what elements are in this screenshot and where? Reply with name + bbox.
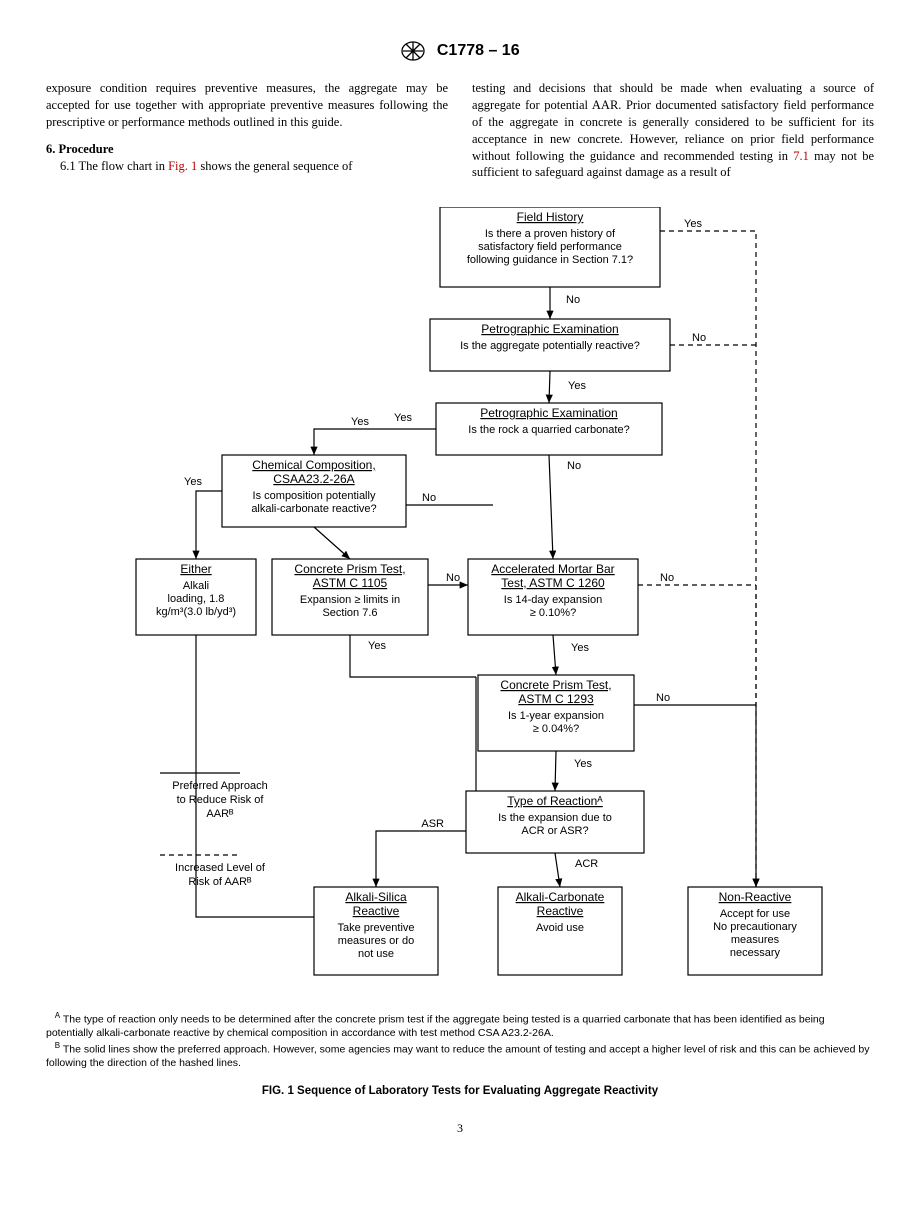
- svg-text:Yes: Yes: [368, 640, 386, 652]
- svg-text:Accept for use: Accept for use: [720, 908, 790, 920]
- svg-text:No: No: [656, 692, 670, 704]
- svg-text:Petrographic Examination: Petrographic Examination: [480, 406, 617, 420]
- svg-text:Yes: Yes: [351, 416, 369, 428]
- footnotes: A The type of reaction only needs to be …: [46, 1011, 874, 1071]
- svg-text:Increased Level of: Increased Level of: [175, 862, 266, 874]
- svg-text:to Reduce Risk of: to Reduce Risk of: [177, 794, 265, 806]
- svg-text:alkali-carbonate reactive?: alkali-carbonate reactive?: [251, 503, 376, 515]
- svg-text:ASR: ASR: [421, 818, 444, 830]
- svg-text:ASTM C 1293: ASTM C 1293: [518, 692, 594, 706]
- svg-text:Alkali-Carbonate: Alkali-Carbonate: [516, 890, 605, 904]
- page-number: 3: [46, 1121, 874, 1136]
- left-para1: exposure condition requires preventive m…: [46, 80, 448, 131]
- svg-text:Alkali: Alkali: [183, 580, 209, 592]
- footnote-a: A The type of reaction only needs to be …: [46, 1011, 874, 1041]
- standard-number: C1778 – 16: [437, 42, 520, 59]
- svg-text:Risk of AARᴮ: Risk of AARᴮ: [188, 876, 252, 888]
- svg-text:Reactive: Reactive: [537, 904, 584, 918]
- svg-text:not use: not use: [358, 948, 394, 960]
- svg-text:Avoid use: Avoid use: [536, 922, 584, 934]
- footnote-b: B The solid lines show the preferred app…: [46, 1041, 874, 1071]
- svg-text:Concrete Prism Test,: Concrete Prism Test,: [500, 678, 611, 692]
- svg-text:Chemical Composition,: Chemical Composition,: [252, 458, 375, 472]
- svg-text:Is composition potentially: Is composition potentially: [253, 490, 376, 502]
- svg-text:Field History: Field History: [517, 210, 584, 224]
- svg-text:measures or do: measures or do: [338, 935, 414, 947]
- svg-text:Yes: Yes: [184, 476, 202, 488]
- body-columns: exposure condition requires preventive m…: [46, 80, 874, 181]
- right-column: testing and decisions that should be mad…: [472, 80, 874, 181]
- svg-text:No: No: [660, 572, 674, 584]
- flowchart: Field History Is there a proven history o…: [60, 207, 860, 1001]
- svg-text:Either: Either: [180, 562, 211, 576]
- svg-text:ASTM C 1105: ASTM C 1105: [313, 576, 388, 590]
- svg-text:No: No: [567, 460, 581, 472]
- svg-text:following guidance in Section: following guidance in Section 7.1?: [467, 254, 633, 266]
- svg-text:Is the rock a quarried carbona: Is the rock a quarried carbonate?: [468, 424, 629, 436]
- svg-text:No: No: [566, 294, 580, 306]
- svg-text:loading, 1.8: loading, 1.8: [168, 593, 225, 605]
- svg-text:Alkali-Silica: Alkali-Silica: [345, 890, 407, 904]
- svg-text:Is 1-year expansion: Is 1-year expansion: [508, 710, 604, 722]
- svg-text:Is 14-day expansion: Is 14-day expansion: [504, 594, 602, 606]
- svg-text:No: No: [422, 492, 436, 504]
- svg-text:Yes: Yes: [574, 758, 592, 770]
- svg-text:Yes: Yes: [684, 218, 702, 230]
- svg-text:Preferred Approach: Preferred Approach: [172, 780, 267, 792]
- svg-text:Section 7.6: Section 7.6: [322, 607, 377, 619]
- svg-text:Is the expansion due to: Is the expansion due to: [498, 812, 612, 824]
- svg-text:Accelerated Mortar Bar: Accelerated Mortar Bar: [491, 562, 614, 576]
- svg-text:kg/m³(3.0 lb/yd³): kg/m³(3.0 lb/yd³): [156, 606, 236, 618]
- svg-text:Expansion ≥ limits in: Expansion ≥ limits in: [300, 594, 400, 606]
- right-para1: testing and decisions that should be mad…: [472, 80, 874, 181]
- svg-text:No: No: [692, 332, 706, 344]
- svg-text:Is there a proven history of: Is there a proven history of: [485, 228, 616, 240]
- svg-text:No precautionary: No precautionary: [713, 921, 797, 933]
- svg-text:necessary: necessary: [730, 947, 781, 959]
- ref-7-1: 7.1: [793, 149, 809, 163]
- svg-text:ACR: ACR: [575, 858, 598, 870]
- fig-caption: FIG. 1 Sequence of Laboratory Tests for …: [46, 1085, 874, 1097]
- svg-text:≥ 0.10%?: ≥ 0.10%?: [530, 607, 576, 619]
- svg-text:Petrographic Examination: Petrographic Examination: [481, 322, 618, 336]
- svg-text:Test, ASTM C 1260: Test, ASTM C 1260: [501, 576, 605, 590]
- svg-text:satisfactory field performance: satisfactory field performance: [478, 241, 622, 253]
- svg-text:Type of Reactionᴬ: Type of Reactionᴬ: [507, 794, 603, 808]
- svg-text:Yes: Yes: [394, 412, 412, 424]
- svg-text:Concrete Prism Test,: Concrete Prism Test,: [294, 562, 405, 576]
- left-column: exposure condition requires preventive m…: [46, 80, 448, 181]
- svg-text:AARᴮ: AARᴮ: [206, 808, 234, 820]
- section-6-head: 6. Procedure: [46, 141, 448, 158]
- left-para2: 6.1 The flow chart in Fig. 1 shows the g…: [46, 158, 448, 175]
- fig1-ref: Fig. 1: [168, 159, 197, 173]
- svg-text:Yes: Yes: [571, 642, 589, 654]
- svg-text:Yes: Yes: [568, 380, 586, 392]
- svg-text:Non-Reactive: Non-Reactive: [719, 890, 792, 904]
- svg-text:Is the aggregate potentially r: Is the aggregate potentially reactive?: [460, 340, 640, 352]
- doc-header: C1778 – 16: [46, 40, 874, 62]
- svg-text:ACR or ASR?: ACR or ASR?: [521, 825, 588, 837]
- svg-text:CSAA23.2-26A: CSAA23.2-26A: [273, 472, 354, 486]
- svg-text:Reactive: Reactive: [353, 904, 400, 918]
- svg-text:No: No: [446, 572, 460, 584]
- svg-text:≥ 0.04%?: ≥ 0.04%?: [533, 723, 579, 735]
- svg-text:Take preventive: Take preventive: [337, 922, 414, 934]
- svg-text:measures: measures: [731, 934, 780, 946]
